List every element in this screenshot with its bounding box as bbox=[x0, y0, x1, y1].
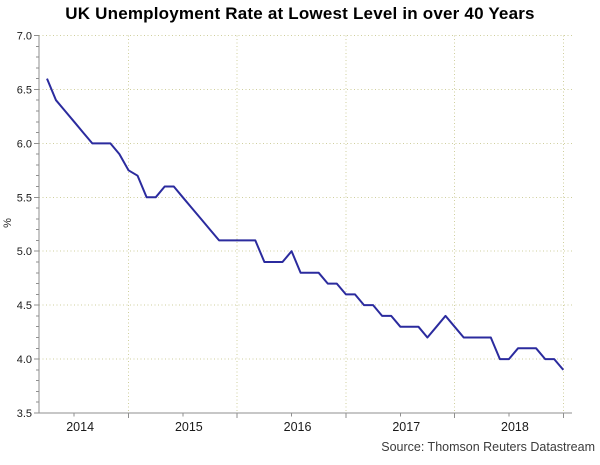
y-tick-label: 3.5 bbox=[17, 408, 32, 420]
x-year-label: 2017 bbox=[392, 420, 420, 434]
x-year-label: 2018 bbox=[501, 420, 529, 434]
source-credit: Source: Thomson Reuters Datastream bbox=[381, 440, 595, 454]
y-tick-label: 6.5 bbox=[17, 84, 32, 96]
x-year-label: 2015 bbox=[175, 420, 203, 434]
y-tick-label: 4.0 bbox=[17, 354, 32, 366]
chart-title: UK Unemployment Rate at Lowest Level in … bbox=[65, 4, 535, 23]
y-tick-label: 6.0 bbox=[17, 138, 32, 150]
y-axis-unit-label: % bbox=[2, 218, 14, 228]
y-tick-label: 4.5 bbox=[17, 300, 32, 312]
y-tick-label: 5.0 bbox=[17, 246, 32, 258]
unemployment-rate-line bbox=[46, 78, 565, 371]
x-year-label: 2014 bbox=[66, 420, 94, 434]
y-tick-label: 5.5 bbox=[17, 192, 32, 204]
x-year-label: 2016 bbox=[284, 420, 312, 434]
y-tick-label: 7.0 bbox=[17, 31, 32, 43]
